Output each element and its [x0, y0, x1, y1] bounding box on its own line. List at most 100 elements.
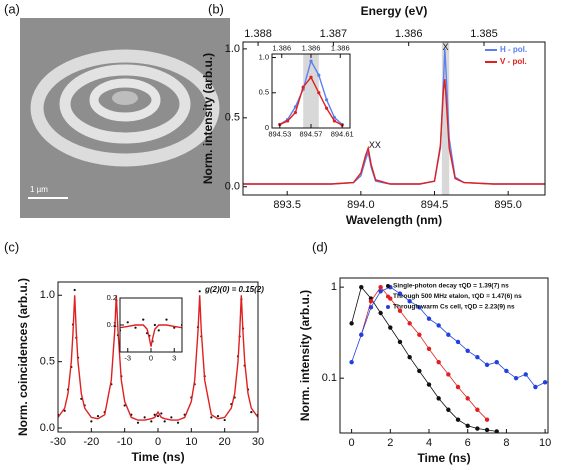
plot-layer: [58, 288, 258, 424]
x2-tick-label: 1.386: [272, 44, 291, 53]
ring: [59, 64, 191, 144]
x-axis-label: Wavelength (nm): [346, 213, 442, 227]
data-point: [494, 359, 499, 365]
data-point: [388, 325, 393, 330]
x-tick-label: 10: [539, 437, 551, 449]
plot-layer: [278, 59, 344, 127]
legend-label: Single-photon decay τQD = 1.39(7) ns: [393, 283, 509, 290]
data-point: [150, 420, 153, 423]
legend-label: Through 500 MHz etalon, τQD = 1.47(6) ns: [393, 293, 522, 300]
plot-layer: [349, 284, 548, 433]
data-point: [455, 417, 461, 422]
data-point: [484, 362, 490, 368]
data-point: [176, 421, 180, 424]
y-axis-label: Norm. coincidences (arb.u.): [16, 278, 30, 436]
data-point: [143, 416, 146, 419]
data-point: [332, 119, 336, 123]
x-tick-label: 0: [149, 354, 153, 363]
y-tick-label: 0: [265, 123, 269, 132]
data-point: [359, 284, 364, 290]
data-point: [368, 305, 374, 310]
data-point: [126, 321, 129, 324]
shaded-region: [441, 42, 450, 195]
data-point: [397, 339, 403, 345]
data-point: [163, 420, 166, 423]
data-point: [475, 426, 480, 431]
data-point: [417, 368, 422, 374]
data-point: [349, 359, 354, 365]
data-point: [475, 355, 480, 360]
y-tick-label: 1.0: [259, 53, 269, 62]
x-tick-label: -10: [117, 436, 133, 448]
y-tick-label: 1: [331, 281, 337, 293]
legend-marker: [386, 284, 390, 288]
data-point: [504, 368, 509, 374]
x-axis-label: Time (ns): [131, 450, 184, 464]
data-point: [446, 372, 451, 377]
x-tick-label: -3: [124, 354, 131, 363]
x2-tick-label: 1.388: [244, 28, 272, 40]
data-point: [436, 323, 441, 328]
y-tick-label: 0.0: [225, 181, 240, 193]
x-tick-label: 6: [465, 437, 471, 449]
plot-layer: [243, 48, 545, 185]
data-point: [513, 375, 519, 381]
data-point: [90, 420, 93, 423]
data-point: [397, 291, 403, 296]
y-tick-label: 0.0: [40, 422, 55, 434]
x2-tick-label: 1.386: [302, 44, 321, 53]
data-point: [397, 308, 403, 313]
panel-label: (b): [208, 1, 224, 16]
panel-label: (c): [4, 239, 19, 254]
x-tick-label: 30: [252, 436, 264, 448]
legend-label: H - pol.: [500, 45, 527, 54]
data-point: [417, 332, 422, 337]
data-point: [368, 299, 374, 304]
x-tick-label: -30: [50, 436, 66, 448]
y-axis-label: Norm. intensity (arb.u.): [201, 53, 215, 184]
data-point: [359, 332, 364, 337]
data-point: [332, 115, 336, 120]
data-point: [494, 429, 499, 433]
data-point: [378, 289, 383, 294]
y-tick-label: 1.0: [225, 43, 240, 55]
series-line: [58, 295, 258, 421]
x-tick-label: 2: [387, 437, 393, 449]
panel-label: (a): [4, 1, 20, 16]
y-axis-label: Norm. intensity (arb.u.): [298, 290, 312, 421]
x2-tick-label: 1.386: [395, 28, 423, 40]
data-point: [349, 321, 354, 326]
y-tick-label: 0.5: [40, 356, 55, 368]
panel-label: (d): [312, 239, 328, 254]
x-tick-label: 8: [503, 437, 509, 449]
x2-axis-label: Energy (eV): [361, 4, 428, 18]
data-point: [250, 410, 253, 414]
data-point: [73, 288, 76, 292]
ring: [89, 78, 161, 122]
data-point: [309, 75, 313, 79]
x-tick-label: 894.53: [268, 130, 291, 139]
data-point: [309, 59, 313, 63]
data-point: [165, 318, 168, 321]
series-line: [120, 324, 182, 347]
data-point: [96, 414, 100, 418]
data-point: [378, 310, 383, 316]
x-tick-label: 0: [155, 436, 161, 448]
x-tick-label: 894.0: [347, 199, 375, 211]
x-tick-label: 894.57: [300, 130, 323, 139]
scale-bar-label: 1 µm: [30, 185, 48, 194]
data-point: [426, 382, 432, 387]
x-tick-label: 3: [172, 354, 176, 363]
data-point: [301, 85, 305, 89]
plot-layer: [120, 318, 182, 347]
data-point: [136, 421, 140, 424]
data-point: [465, 423, 470, 428]
series-line: [360, 286, 488, 420]
data-point: [153, 323, 156, 327]
data-point: [63, 409, 66, 412]
data-point: [465, 396, 470, 401]
data-point: [407, 321, 412, 326]
x-tick-label: 0: [349, 437, 355, 449]
legend-marker: [386, 305, 390, 309]
